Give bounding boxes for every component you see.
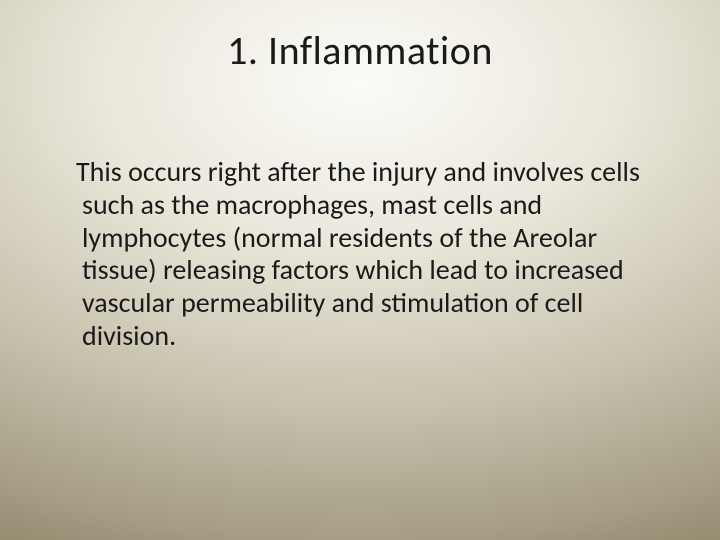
slide-title: 1. Inflammation <box>0 26 720 75</box>
slide: 1. Inflammation This occurs right after … <box>0 0 720 540</box>
slide-body-text: This occurs right after the injury and i… <box>62 156 642 353</box>
slide-body-container: This occurs right after the injury and i… <box>62 128 642 381</box>
